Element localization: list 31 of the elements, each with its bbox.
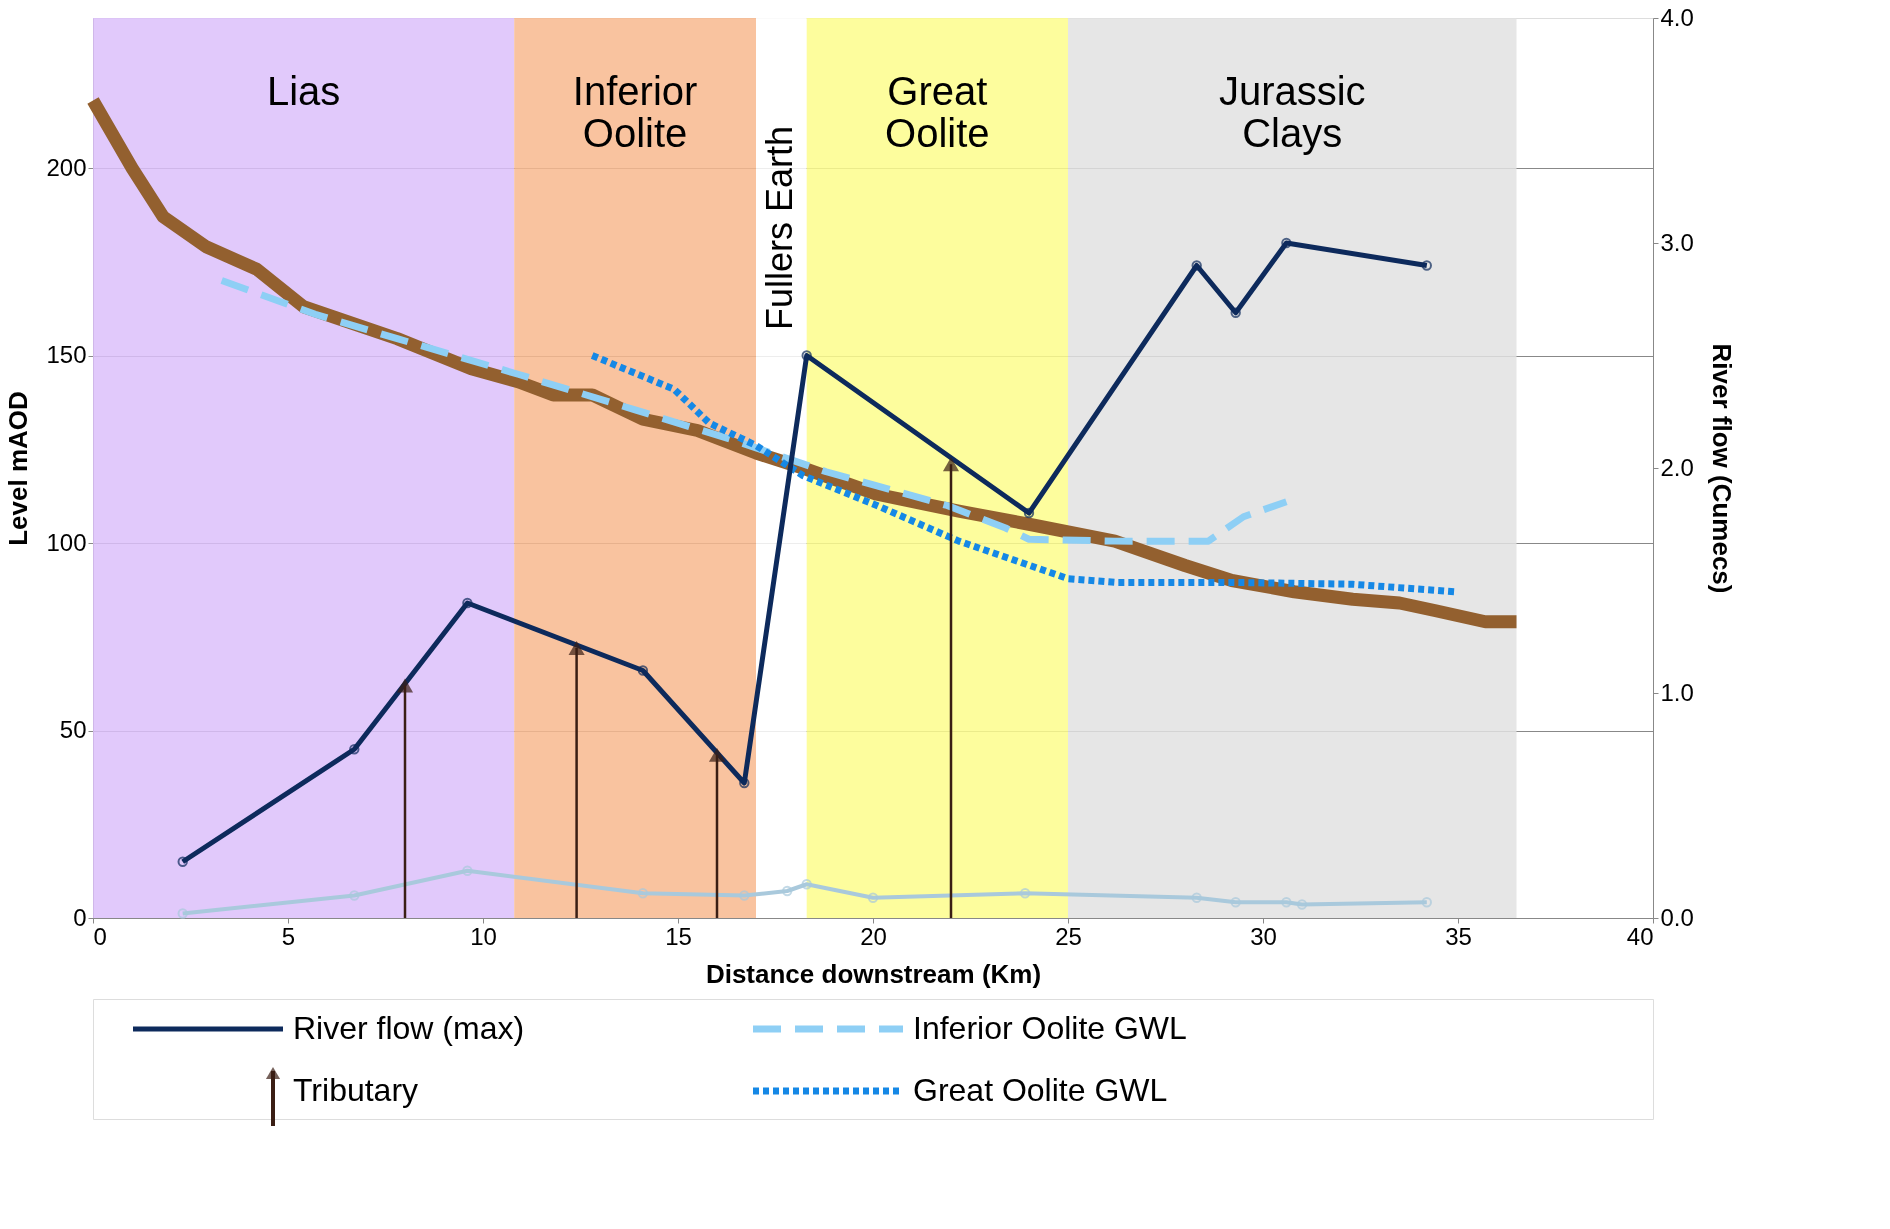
x-tick-label: 40 <box>1626 922 1654 950</box>
y-tick-label: 0 <box>73 903 87 931</box>
x-tick-label: 20 <box>860 922 887 950</box>
legend-label: Great Oolite GWL <box>913 1072 1168 1108</box>
band-label: Lias <box>266 69 341 113</box>
x-tick-label: 5 <box>281 922 296 950</box>
x-tick-label: 35 <box>1445 922 1472 950</box>
y2-tick-label: 3.0 <box>1660 228 1694 256</box>
legend-label: Inferior Oolite GWL <box>913 1010 1187 1046</box>
band-label: Fullers Earth <box>759 125 801 331</box>
x-tick-label: 15 <box>665 922 692 950</box>
y-tick-label: 200 <box>46 153 87 181</box>
y-axis-title: Level mAOD <box>3 391 34 546</box>
y2-tick-label: 0.0 <box>1660 903 1694 931</box>
y-tick-label: 50 <box>59 716 87 743</box>
y2-axis-title: River flow (Cumecs) <box>1706 343 1737 594</box>
x-tick-label: 10 <box>470 922 497 950</box>
band-label: Jurassic Clays <box>1218 69 1366 155</box>
y2-tick-label: 4.0 <box>1660 3 1694 31</box>
legend-label: River flow (max) <box>293 1010 525 1046</box>
legend-label: Tributary <box>293 1072 419 1108</box>
band-label: Inferior Oolite <box>572 69 698 155</box>
y2-tick-label: 2.0 <box>1660 453 1694 481</box>
x-axis-title: Distance downstream (Km) <box>705 958 1042 989</box>
band-label: Great Oolite <box>885 69 990 155</box>
y-tick-label: 150 <box>46 341 87 368</box>
x-tick-label: 30 <box>1250 922 1277 950</box>
y-tick-label: 100 <box>46 528 87 556</box>
x-tick-label: 25 <box>1055 922 1082 950</box>
x-tick-label: 0 <box>93 922 107 950</box>
y2-tick-label: 1.0 <box>1660 678 1694 706</box>
